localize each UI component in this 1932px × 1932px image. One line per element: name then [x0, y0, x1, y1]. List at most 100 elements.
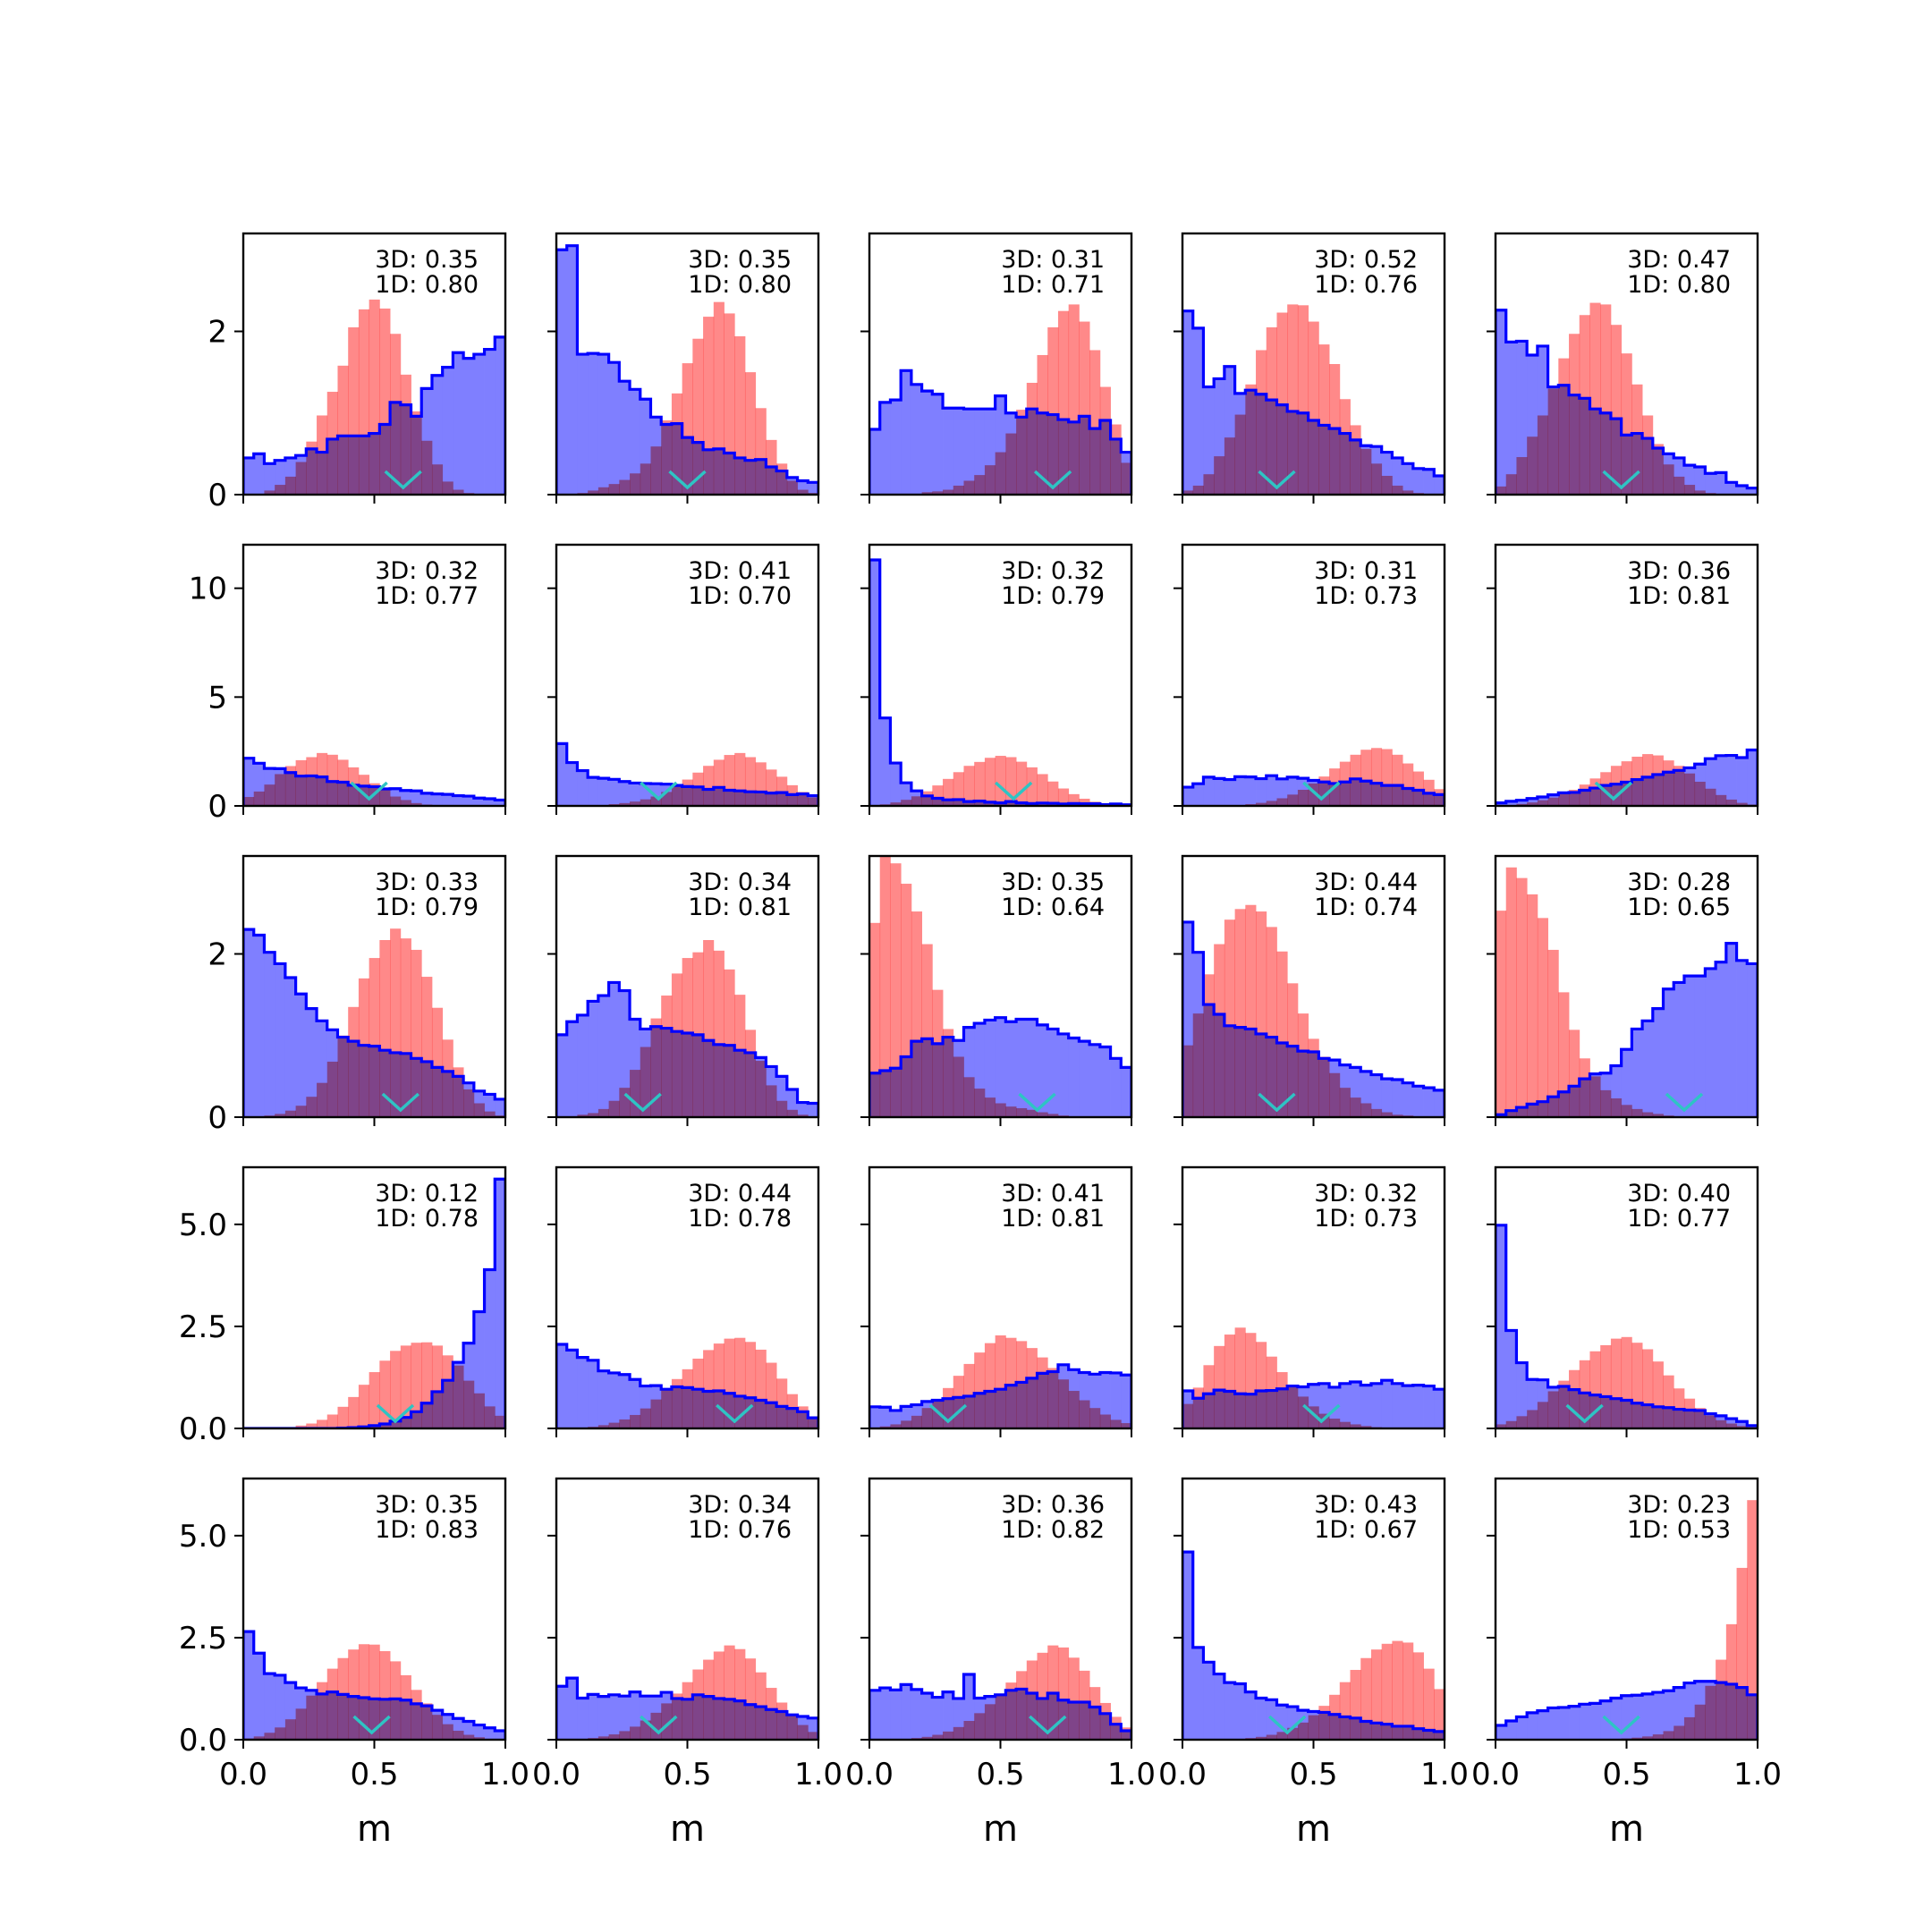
- bar-1d: [1057, 1379, 1070, 1428]
- bar-1d: [1047, 1368, 1059, 1428]
- bar-1d: [369, 1372, 380, 1428]
- bar-3d: [608, 362, 620, 495]
- bar-3d: [588, 1001, 599, 1117]
- bar-1d: [1256, 1736, 1267, 1740]
- marker-v: [668, 470, 707, 490]
- bar-1d: [1287, 304, 1299, 495]
- bar-3d: [1547, 1707, 1559, 1740]
- marker-v: [1258, 1092, 1296, 1113]
- annotation-text: 3D: 0.36: [1001, 1491, 1105, 1519]
- bar-3d: [1496, 1224, 1507, 1428]
- annotation-text: 3D: 0.31: [1314, 557, 1418, 585]
- bar-1d: [1005, 433, 1017, 495]
- plot-area: [869, 304, 1131, 495]
- bar-3d: [264, 1674, 275, 1740]
- bar-1d: [984, 1343, 996, 1428]
- bar-3d: [1339, 1383, 1351, 1428]
- bar-1d: [1370, 1108, 1383, 1117]
- bar-3d: [556, 743, 568, 806]
- bar-1d: [1350, 1097, 1361, 1117]
- bar-3d: [253, 453, 265, 495]
- bar-1d: [1558, 793, 1570, 806]
- bar-3d: [869, 1406, 881, 1428]
- bar-3d: [473, 354, 485, 495]
- bar-1d: [337, 1035, 349, 1117]
- bar-1d: [1110, 1716, 1122, 1740]
- bar-1d: [1631, 1343, 1643, 1428]
- bar-1d: [901, 800, 912, 806]
- bar-3d: [1736, 485, 1748, 495]
- bar-1d: [1266, 1734, 1277, 1740]
- bar-1d: [963, 480, 975, 495]
- annotation-text: 3D: 0.36: [1627, 557, 1731, 585]
- bar-3d: [1516, 341, 1528, 495]
- bar-1d: [755, 1061, 767, 1117]
- bar-1d: [1350, 425, 1361, 495]
- bar-3d: [1505, 801, 1517, 806]
- bar-1d: [1234, 909, 1246, 1117]
- bar-1d: [400, 938, 411, 1117]
- plot-area: [1496, 1500, 1758, 1740]
- bar-1d: [911, 911, 922, 1117]
- bar-3d: [1423, 469, 1435, 495]
- bar-1d: [1705, 1415, 1716, 1428]
- bar-3d: [556, 1034, 568, 1117]
- bar-1d: [1694, 1408, 1706, 1428]
- bar-1d: [306, 1695, 318, 1740]
- bar-1d: [1558, 1380, 1570, 1428]
- bar-1d: [348, 1649, 360, 1740]
- bar-3d: [1705, 473, 1716, 495]
- plot-area: [556, 939, 818, 1117]
- bar-1d: [358, 309, 370, 495]
- bar-1d: [1224, 919, 1235, 1117]
- bar-1d: [1434, 789, 1445, 806]
- bar-1d: [1631, 384, 1643, 495]
- bar-1d: [597, 487, 609, 495]
- bar-1d: [453, 1067, 464, 1117]
- bar-1d: [1683, 773, 1696, 806]
- bar-3d: [808, 1103, 818, 1117]
- marker-v: [1665, 1092, 1704, 1113]
- x-tick-label: 0.0: [1158, 1757, 1207, 1792]
- bar-1d: [1329, 1072, 1341, 1117]
- bar-3d: [1203, 776, 1215, 806]
- bar-1d: [1339, 1088, 1351, 1117]
- bar-3d: [1652, 1692, 1664, 1740]
- bar-3d: [1099, 1046, 1111, 1117]
- bar-1d: [588, 490, 599, 495]
- bar-3d: [1579, 1704, 1590, 1740]
- bar-1d: [348, 1396, 360, 1428]
- bar-1d: [275, 774, 286, 806]
- bar-3d: [1621, 1049, 1632, 1117]
- bar-3d: [264, 952, 275, 1117]
- bar-1d: [1099, 386, 1111, 495]
- y-tick-label: 5.0: [179, 1208, 227, 1243]
- bar-1d: [326, 392, 338, 495]
- bar-1d: [692, 1358, 704, 1428]
- annotation-text: 1D: 0.64: [1001, 894, 1105, 921]
- bar-3d: [495, 1730, 505, 1740]
- bar-1d: [379, 1650, 391, 1740]
- bar-3d: [869, 1690, 881, 1740]
- annotation-text: 1D: 0.83: [375, 1516, 479, 1544]
- bar-1d: [619, 1088, 631, 1117]
- bar-1d: [1318, 344, 1330, 495]
- bar-1d: [1308, 321, 1319, 495]
- bar-1d: [630, 473, 641, 495]
- bar-1d: [1037, 354, 1048, 495]
- bar-3d: [275, 1674, 286, 1740]
- bar-1d: [776, 463, 788, 495]
- bar-3d: [473, 1724, 485, 1740]
- bar-3d: [463, 358, 475, 495]
- bar-3d: [1203, 386, 1215, 495]
- bar-1d: [953, 772, 964, 806]
- bar-1d: [734, 1648, 746, 1740]
- bar-3d: [1434, 1389, 1445, 1428]
- bar-1d: [890, 802, 902, 806]
- marker-v: [640, 781, 678, 801]
- bar-3d: [442, 367, 453, 495]
- bar-1d: [1214, 944, 1225, 1117]
- annotation-text: 1D: 0.81: [1627, 582, 1731, 610]
- bar-3d: [1192, 1647, 1204, 1740]
